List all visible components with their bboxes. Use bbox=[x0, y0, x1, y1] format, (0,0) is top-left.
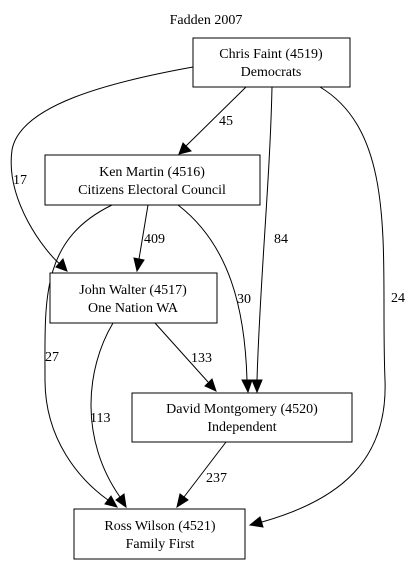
node-john-walter: John Walter (4517) One Nation WA bbox=[49, 272, 218, 324]
edge-line bbox=[183, 441, 227, 498]
node-ken-martin: Ken Martin (4516) Citizens Electoral Cou… bbox=[44, 154, 261, 206]
edge-label: 24 bbox=[391, 291, 405, 306]
node-name: Ross Wilson (4521) bbox=[104, 519, 216, 534]
node-party: Family First bbox=[126, 537, 195, 552]
edge-4520-4521: 237 bbox=[176, 441, 227, 509]
edge-line bbox=[10, 66, 194, 266]
arrowhead bbox=[204, 378, 217, 392]
edge-label: 84 bbox=[274, 232, 288, 247]
edge-4517-4521: 113 bbox=[90, 322, 127, 509]
diagram-title: Fadden 2007 bbox=[170, 13, 243, 28]
edge-label: 113 bbox=[90, 411, 110, 426]
arrowhead bbox=[248, 516, 264, 528]
edge-line bbox=[261, 86, 386, 523]
arrowhead bbox=[251, 379, 263, 394]
edge-4519-4520: 84 bbox=[251, 86, 288, 394]
edge-line bbox=[90, 322, 121, 498]
edge-4519-4521: 24 bbox=[248, 86, 405, 528]
edge-line bbox=[256, 86, 273, 381]
edge-line bbox=[154, 322, 209, 383]
edge-4516-4520: 30 bbox=[177, 204, 253, 394]
edge-label: 27 bbox=[45, 350, 59, 365]
node-name: Chris Faint (4519) bbox=[219, 47, 323, 62]
edge-label: 17 bbox=[13, 173, 27, 188]
arrowhead bbox=[115, 493, 127, 509]
edge-line bbox=[44, 204, 113, 501]
node-name: John Walter (4517) bbox=[79, 283, 187, 298]
arrowhead bbox=[104, 495, 118, 508]
node-david-montgomery: David Montgomery (4520) Independent bbox=[131, 392, 353, 443]
edge-4516-4521: 27 bbox=[44, 204, 118, 508]
edge-line bbox=[177, 204, 248, 381]
node-name: David Montgomery (4520) bbox=[166, 402, 318, 417]
arrowhead bbox=[178, 142, 192, 155]
edge-4519-4517: 17 bbox=[10, 66, 194, 272]
arrowhead bbox=[55, 258, 68, 272]
arrowhead bbox=[241, 379, 253, 394]
node-party: One Nation WA bbox=[88, 301, 179, 316]
node-chris-faint: Chris Faint (4519) Democrats bbox=[192, 37, 351, 88]
edge-label: 133 bbox=[191, 351, 212, 366]
edge-4519-4516: 45 bbox=[178, 86, 247, 155]
edge-label: 30 bbox=[237, 292, 251, 307]
node-name: Ken Martin (4516) bbox=[99, 165, 205, 180]
node-party: Democrats bbox=[241, 65, 302, 80]
edge-line bbox=[138, 204, 149, 260]
node-party: Independent bbox=[207, 420, 276, 435]
node-ross-wilson: Ross Wilson (4521) Family First bbox=[73, 508, 246, 560]
edge-label: 237 bbox=[206, 471, 227, 486]
arrowhead bbox=[133, 257, 145, 273]
edge-4517-4520: 133 bbox=[154, 322, 217, 392]
node-party: Citizens Electoral Council bbox=[78, 183, 226, 198]
arrowhead bbox=[176, 493, 189, 509]
edge-label: 45 bbox=[219, 114, 233, 129]
edge-label: 409 bbox=[144, 232, 165, 247]
edge-4516-4517: 409 bbox=[133, 204, 165, 273]
edge-line bbox=[185, 86, 247, 147]
